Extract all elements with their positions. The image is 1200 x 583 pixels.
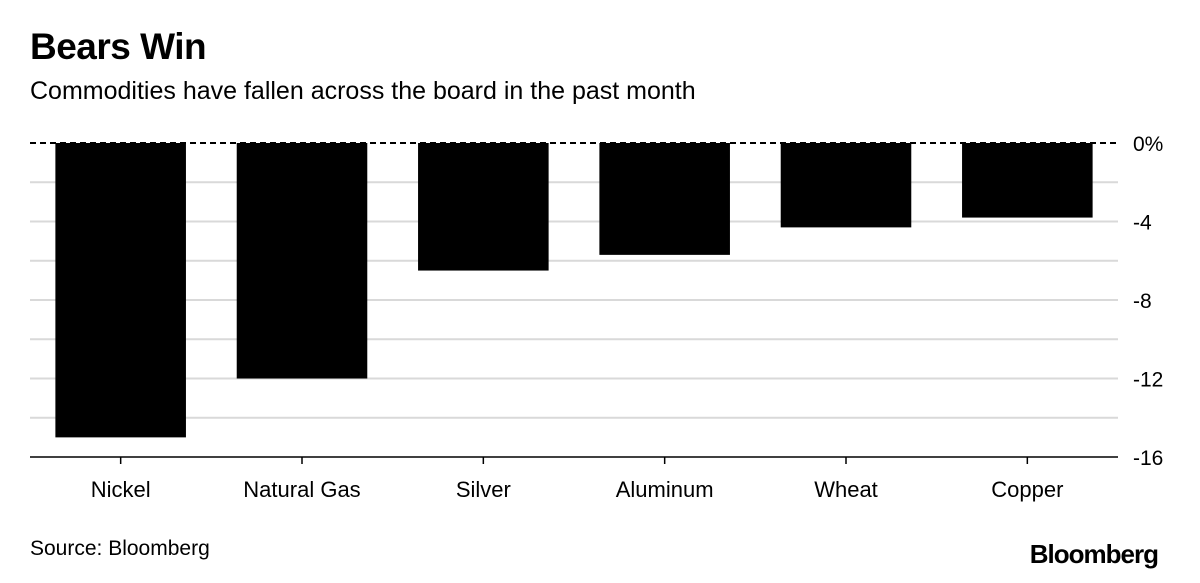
bars: [55, 143, 1093, 438]
chart-subtitle: Commodities have fallen across the board…: [30, 77, 696, 105]
x-tick-label: Wheat: [814, 477, 878, 502]
x-tick-label: Silver: [456, 477, 511, 502]
labels: Nickel Natural Gas Silver Aluminum Wheat Copp…: [91, 133, 1164, 502]
x-tick-label: Nickel: [91, 477, 151, 502]
bar-natural-gas: [236, 143, 368, 379]
x-tick-label: Natural Gas: [243, 477, 360, 502]
axes: [30, 142, 1118, 464]
gridlines: [30, 181, 1118, 419]
bar-nickel: [55, 143, 186, 438]
bar-wheat: [780, 143, 912, 228]
y-tick-label: 0%: [1133, 133, 1163, 156]
source-note: Source: Bloomberg: [30, 537, 210, 560]
y-tick-label: -4: [1133, 212, 1152, 235]
y-tick-label: -8: [1133, 290, 1152, 313]
bar-aluminum: [599, 143, 730, 255]
x-tick-label: Copper: [991, 477, 1063, 502]
bar-silver: [418, 143, 549, 271]
y-tick-label: -12: [1133, 369, 1163, 392]
y-tick-label: -16: [1133, 447, 1163, 470]
brand-logo: Bloomberg: [1029, 539, 1159, 569]
chart-title: Bears Win: [30, 26, 207, 67]
x-tick-label: Aluminum: [616, 477, 714, 502]
bar-copper: [962, 143, 1093, 218]
